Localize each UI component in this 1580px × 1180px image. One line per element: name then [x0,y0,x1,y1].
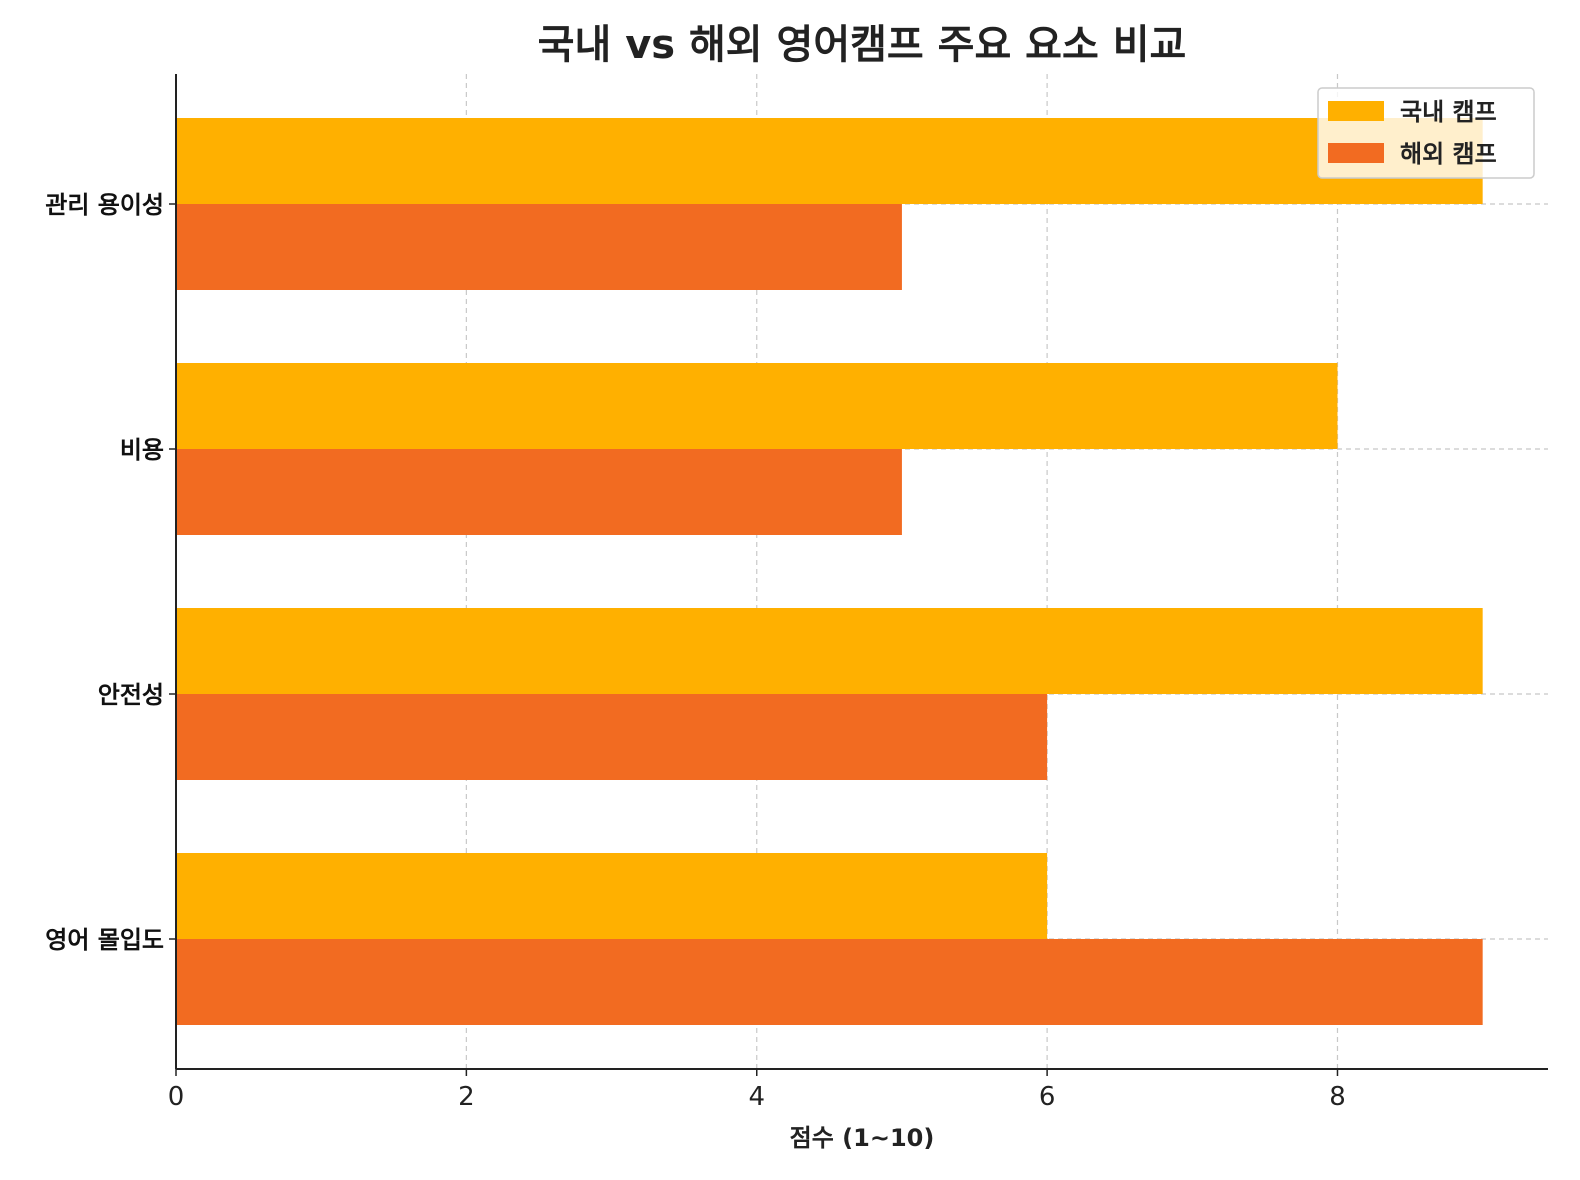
bar-domestic [176,608,1483,694]
bar-domestic [176,853,1048,939]
axes-group [169,74,1548,1076]
category-label: 관리 용이성 [45,191,164,219]
category-label: 비용 [120,436,164,464]
bar-domestic [176,363,1338,449]
bar-overseas [176,694,1048,780]
tick-labels: 0 2 4 6 8 [168,1082,1346,1112]
legend-label: 해외 캠프 [1400,140,1497,168]
bar-domestic [176,118,1483,204]
bar-overseas [176,449,902,535]
chart-title: 국내 vs 해외 영어캠프 주요 요소 비교 [538,22,1187,68]
category-label: 안전성 [98,681,164,709]
category-label: 영어 몰입도 [45,926,164,954]
x-tick-label: 2 [458,1082,475,1112]
x-tick-label: 6 [1039,1082,1056,1112]
legend-swatch [1328,101,1384,121]
legend-swatch [1328,143,1384,163]
legend-label: 국내 캠프 [1400,98,1497,126]
bars-group [176,118,1483,1025]
x-tick-label: 8 [1329,1082,1346,1112]
x-tick-label: 0 [168,1082,185,1112]
bar-overseas [176,204,902,290]
bar-overseas [176,939,1483,1025]
x-tick-label: 4 [748,1082,765,1112]
x-axis-label: 점수 (1~10) [790,1124,935,1152]
